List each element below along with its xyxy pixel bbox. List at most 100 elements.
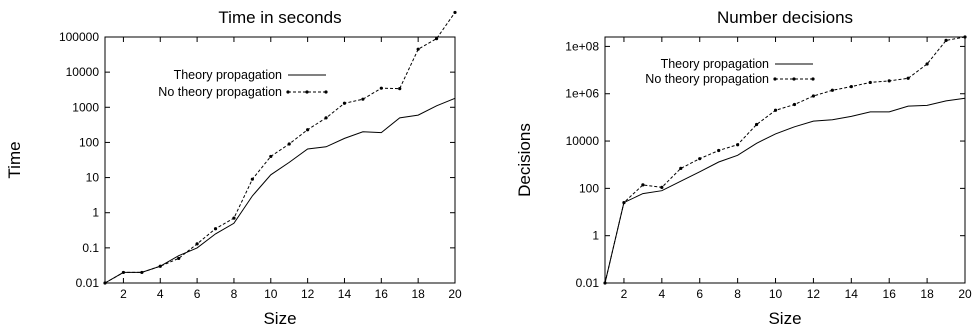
legend-marker (324, 90, 328, 94)
data-point (698, 157, 702, 161)
decisions-chart: Number decisions Size Decisions 2 4 6 8 10 12… (515, 8, 972, 328)
y-tick-label: 10000 (566, 134, 600, 148)
legend-marker (305, 90, 309, 94)
y-tick-label: 1e+08 (565, 39, 599, 53)
x-tick-label: 20 (958, 287, 972, 301)
data-point (342, 101, 347, 105)
x-tick-label: 6 (194, 287, 201, 301)
data-point (398, 87, 402, 91)
legend-marker (773, 77, 777, 81)
x-tick-label: 2 (120, 287, 127, 301)
y-tick-label: 10000 (66, 65, 100, 79)
data-point (158, 264, 162, 268)
x-axis-label: Size (263, 309, 296, 328)
series-group (103, 10, 457, 285)
x-tick-label: 8 (734, 287, 741, 301)
data-point (717, 148, 721, 153)
time-chart: Time in seconds Size Time 2 4 6 8 10 12 14 16 18… (5, 8, 462, 328)
y-tick-label: 0.1 (82, 241, 99, 255)
data-point (177, 256, 181, 261)
plot-frame (604, 36, 966, 284)
no-theory-propagation-line (604, 36, 966, 284)
y-axis-label: Decisions (515, 123, 534, 197)
data-point (754, 122, 759, 127)
data-point (849, 85, 853, 89)
x-tick-label: 2 (621, 287, 628, 301)
data-point (963, 35, 967, 39)
x-tick-label: 14 (845, 287, 859, 301)
data-point (121, 270, 126, 275)
data-point (622, 201, 626, 205)
x-tick-label: 18 (411, 287, 425, 301)
theory-propagation-line (604, 97, 966, 284)
y-tick-label: 0.01 (576, 276, 600, 290)
data-point (660, 185, 664, 189)
theory-propagation-line (104, 97, 456, 284)
y-axis-label: Time (5, 141, 24, 178)
data-point (773, 108, 778, 112)
data-point (641, 183, 645, 187)
data-point (679, 166, 683, 170)
data-point (140, 270, 144, 275)
y-tick-label: 10 (86, 171, 100, 185)
y-tick-label: 1 (592, 229, 599, 243)
data-point (434, 37, 439, 41)
y-tick-label: 0.01 (76, 276, 100, 290)
x-tick-label: 10 (769, 287, 783, 301)
x-tick-label: 4 (658, 287, 665, 301)
legend-marker (811, 77, 815, 81)
x-tick-label: 16 (375, 287, 389, 301)
axis-ticks: 2 4 6 8 10 12 14 16 18 20 0.01 1 100 10000 1e+06 1e+08 (565, 37, 972, 301)
x-tick-label: 10 (264, 287, 278, 301)
data-point (887, 79, 891, 83)
legend-label: No theory propagation (158, 85, 282, 99)
legend-label: Theory propagation (661, 57, 769, 71)
legend-label: No theory propagation (645, 72, 769, 86)
data-point (906, 76, 910, 80)
data-point (736, 143, 740, 147)
chart-title: Number decisions (717, 8, 853, 27)
axis-ticks: 2 4 6 8 10 12 14 16 18 20 0.01 0.1 1 10 100 1000 10000 10… (59, 30, 462, 301)
data-point (925, 62, 929, 66)
y-tick-label: 100000 (59, 30, 99, 44)
data-point (287, 142, 291, 146)
x-tick-label: 8 (231, 287, 238, 301)
data-point (195, 242, 199, 246)
data-point (603, 281, 607, 285)
y-tick-label: 1e+06 (565, 87, 599, 101)
data-point (361, 97, 365, 101)
x-tick-label: 16 (883, 287, 897, 301)
x-axis-label: Size (768, 309, 801, 328)
data-point (379, 86, 383, 90)
y-tick-label: 100 (579, 181, 599, 195)
data-point (103, 281, 107, 285)
x-tick-label: 6 (696, 287, 703, 301)
chart-title: Time in seconds (218, 8, 341, 27)
x-tick-label: 12 (807, 287, 821, 301)
data-point (416, 47, 420, 51)
y-tick-label: 100 (79, 135, 99, 149)
data-point (232, 216, 236, 220)
x-tick-label: 14 (338, 287, 352, 301)
data-point (213, 227, 218, 231)
data-point (453, 10, 457, 15)
data-point (830, 88, 834, 92)
data-point (868, 80, 872, 85)
legend-marker (286, 90, 290, 94)
data-point (811, 94, 816, 98)
x-tick-label: 18 (920, 287, 934, 301)
series-group (603, 35, 967, 285)
data-point (250, 177, 254, 181)
x-tick-label: 20 (448, 287, 462, 301)
data-point (306, 128, 310, 132)
plot-frame (104, 36, 456, 284)
data-point (269, 154, 273, 159)
legend-marker (792, 77, 796, 81)
x-tick-label: 12 (301, 287, 315, 301)
y-tick-label: 1 (92, 206, 99, 220)
data-point (944, 38, 948, 42)
x-tick-label: 4 (157, 287, 164, 301)
data-point (792, 102, 797, 107)
